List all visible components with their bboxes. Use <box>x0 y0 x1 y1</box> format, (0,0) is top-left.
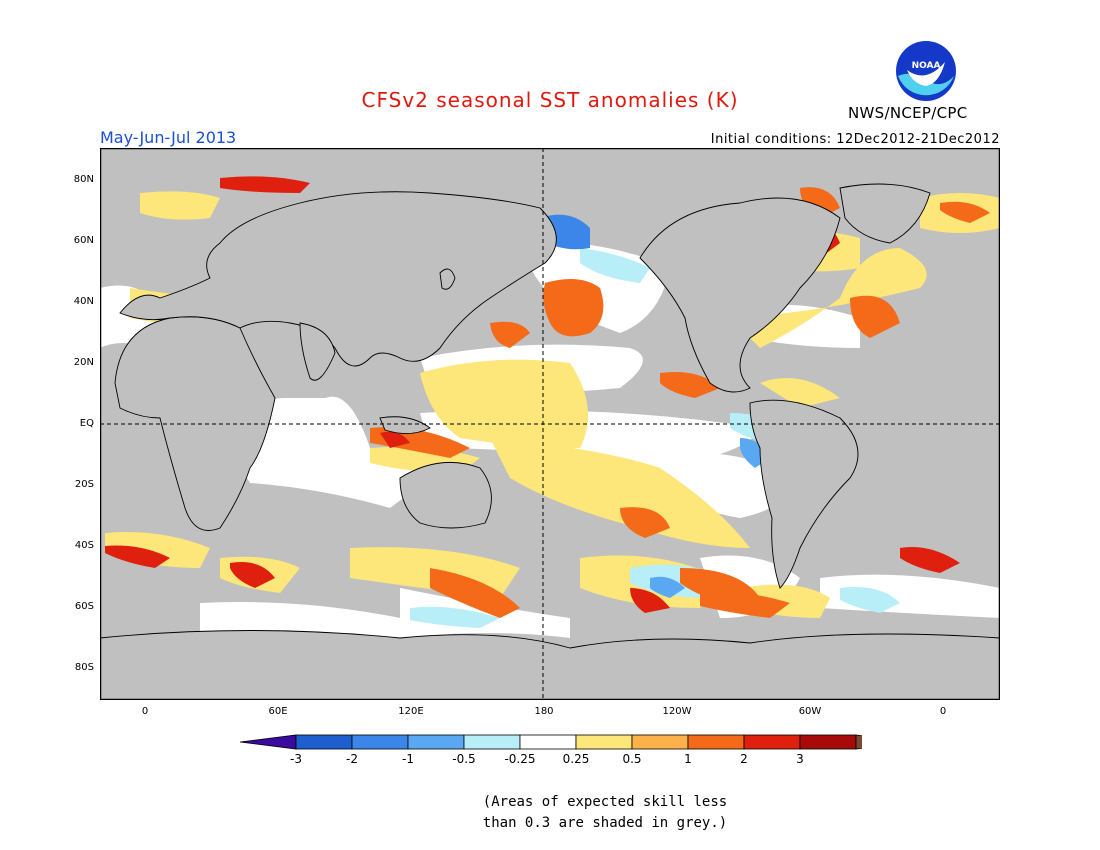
colorbar-cell <box>743 734 801 750</box>
colorbar-cell <box>351 734 409 750</box>
noaa-logo: NOAA <box>896 41 956 101</box>
lat-label-80n: 80N <box>73 174 94 185</box>
noaa-logo-text: NOAA <box>912 61 941 71</box>
lat-label-40n: 40N <box>73 296 94 307</box>
initial-conditions: Initial conditions: 12Dec2012-21Dec2012 <box>710 132 1000 147</box>
colorbar-tick: 3 <box>796 752 804 766</box>
colorbar-tick: -3 <box>290 752 302 766</box>
colorbar-tick: 0.5 <box>622 752 642 766</box>
colorbar-arrow-low <box>240 734 297 750</box>
lat-label-20s: 20S <box>74 479 94 490</box>
colorbar-cell <box>687 734 745 750</box>
lon-label-120w: 120W <box>662 706 692 717</box>
skill-note: (Areas of expected skill less than 0.3 a… <box>470 792 740 834</box>
colorbar-tick: 1 <box>684 752 692 766</box>
lon-label-0-east: 0 <box>939 706 947 717</box>
colorbar-cell <box>631 734 689 750</box>
colorbar-cell <box>575 734 633 750</box>
lon-label-0: 0 <box>141 706 149 717</box>
lat-label-20n: 20N <box>73 357 94 368</box>
sst-anomaly-map <box>100 148 1000 700</box>
colorbar <box>240 734 862 750</box>
colorbar-tick: -1 <box>402 752 414 766</box>
agency-label: NWS/NCEP/CPC <box>848 104 968 122</box>
colorbar-tick: 2 <box>740 752 748 766</box>
skill-note-line1: (Areas of expected skill less <box>482 794 728 810</box>
lon-label-60w: 60W <box>798 706 822 717</box>
colorbar-tick: -0.5 <box>452 752 476 766</box>
lat-label-60n: 60N <box>73 235 94 246</box>
colorbar-cell <box>519 734 577 750</box>
lat-label-60s: 60S <box>74 601 94 612</box>
forecast-period: May-Jun-Jul 2013 <box>100 128 237 147</box>
colorbar-tick: -2 <box>346 752 358 766</box>
colorbar-arrow-high <box>855 734 862 750</box>
map-border <box>100 148 1000 700</box>
lon-label-120e: 120E <box>398 706 424 717</box>
lon-label-60e: 60E <box>268 706 288 717</box>
colorbar-cell <box>407 734 465 750</box>
colorbar-cell <box>295 734 353 750</box>
colorbar-tick: -0.25 <box>504 752 536 766</box>
skill-note-line2: than 0.3 are shaded in grey.) <box>482 815 728 831</box>
lat-label-eq: EQ <box>79 418 94 429</box>
colorbar-tick: 0.25 <box>562 752 590 766</box>
chart-title: CFSv2 seasonal SST anomalies (K) <box>361 88 739 112</box>
lat-label-80s: 80S <box>74 662 94 673</box>
colorbar-cell <box>799 734 857 750</box>
lon-label-180: 180 <box>534 706 554 717</box>
lat-label-40s: 40S <box>74 540 94 551</box>
colorbar-cell <box>463 734 521 750</box>
